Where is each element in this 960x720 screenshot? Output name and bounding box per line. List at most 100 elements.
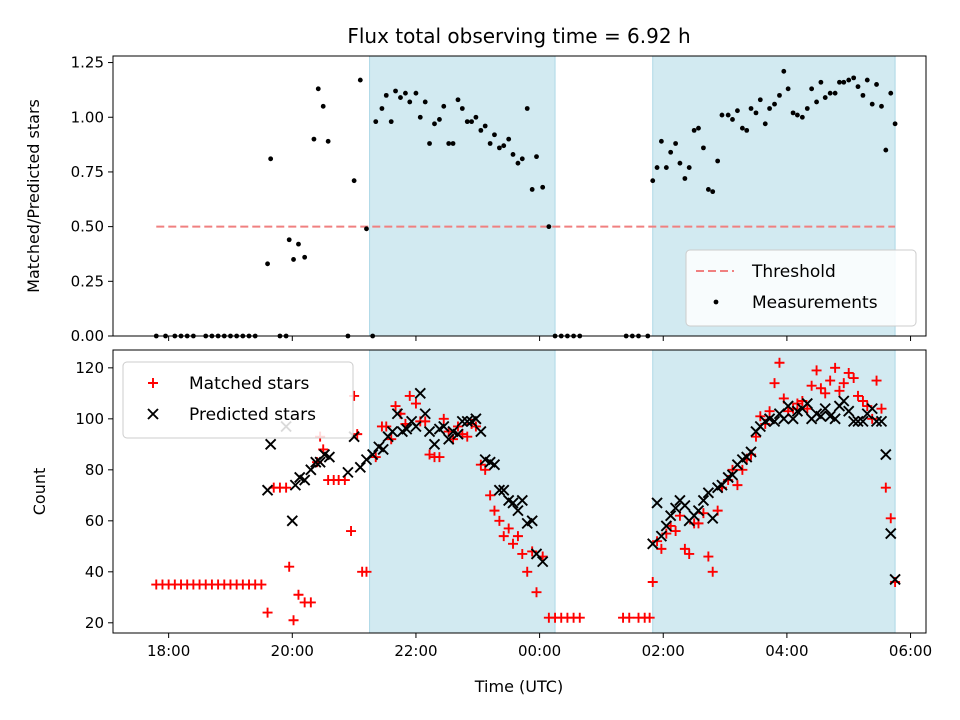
data-point [701,145,706,151]
data-point [417,114,423,120]
data-point [716,479,728,491]
data-point [305,464,317,476]
data-point [818,79,824,85]
data-point [710,189,716,195]
data-point [527,546,538,557]
data-point [482,123,488,129]
data-point [455,97,461,103]
data-point [516,494,528,507]
data-point [383,92,389,98]
data-point [715,158,721,164]
data-point [428,438,441,451]
x-tick-label: 00:00 [518,642,561,660]
data-point [769,378,780,389]
data-point [393,88,398,94]
x-tick-label: 18:00 [147,642,190,660]
data-point [534,154,539,160]
data-point [888,90,894,96]
data-point [814,99,819,105]
data-point [497,145,502,151]
data-point [489,505,500,516]
data-point [748,106,754,111]
data-point [692,504,705,517]
data-point [390,401,401,412]
data-point [531,587,542,598]
count-panel: 18:00 20:00 22:00 00:00 02:00 04:00 06:00 20 40 6… [30,349,932,660]
data-point [388,119,394,125]
y-tick-label: 40 [85,563,104,581]
data-point [410,398,421,409]
data-point [755,411,766,422]
observing-window-1 [369,55,556,337]
data-point [450,141,456,146]
data-point [281,482,292,493]
data-point [730,117,735,122]
data-point [323,451,336,463]
data-point [744,127,750,133]
data-point [289,479,302,491]
data-point [529,187,535,192]
data-point [459,106,465,111]
chart-title: Flux total observing time = 6.92 h [347,24,690,48]
series-predicted-stars [261,387,901,586]
data-point [404,390,415,401]
data-point [508,538,519,549]
observing-window-1 [369,349,556,634]
legend-box [685,249,917,327]
data-point [739,125,745,131]
data-point [413,90,419,96]
data-point [852,415,864,428]
data-point [377,443,389,456]
y-tick-label: 0.50 [71,218,104,236]
data-point [400,423,413,435]
data-point [492,132,497,138]
data-point [876,403,887,414]
data-point [785,86,791,92]
data-point [403,90,408,96]
data-point [475,425,487,438]
data-point [663,165,669,170]
data-point [753,110,759,116]
data-point [852,390,863,401]
data-point [651,497,663,509]
data-point [469,119,474,125]
data-point [774,357,785,368]
data-point [857,415,869,428]
data-point [488,459,501,471]
data-point [885,513,896,524]
data-point [432,121,437,127]
data-point [815,383,826,394]
data-point [745,446,757,458]
data-point [302,254,308,260]
data-point [669,502,682,514]
data-point [506,136,512,142]
data-point [832,90,838,96]
data-point [464,119,470,125]
legend-handle-measurements [713,299,719,305]
data-point [434,452,445,463]
data-point [829,413,841,425]
data-point [288,615,299,626]
data-point [262,607,273,618]
data-point [847,415,860,428]
x-axis-label: Time (UTC) [474,677,563,696]
data-point [494,515,505,526]
data-point [452,428,464,440]
data-point [364,226,369,232]
data-point [841,79,847,85]
data-point [827,90,833,96]
data-point [655,530,668,542]
data-point [485,490,496,501]
legend-box [122,361,354,439]
data-point [261,484,274,496]
data-point [325,138,331,144]
data-point [264,438,277,451]
data-point [883,147,889,153]
data-point [772,101,777,107]
y-axis-label: Matched/Predicted stars [24,99,43,293]
data-point [284,561,295,572]
data-point [423,425,436,438]
data-point [461,415,473,428]
legend-label: Measurements [752,293,878,313]
